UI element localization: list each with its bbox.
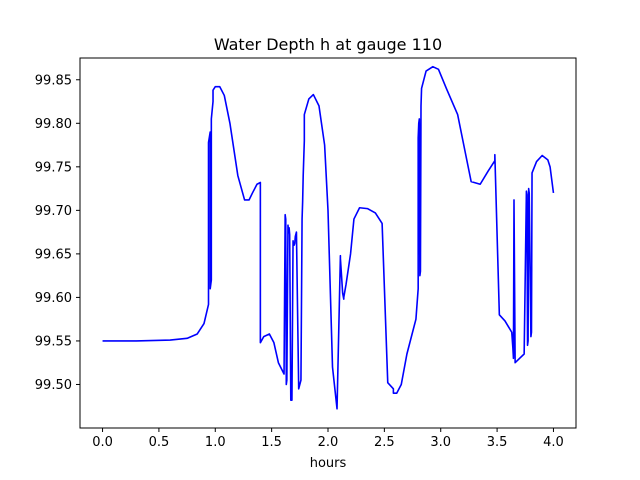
y-axis-ticks: 99.50 99.55 99.60 99.65 99.70 99.75 99.80 99.85 [35,73,80,393]
y-tick-label: 99.50 [35,378,72,393]
x-axis-label: hours [310,456,347,471]
x-tick-label: 1.5 [261,435,282,450]
x-tick-label: 0.0 [92,435,113,450]
x-tick-label: 1.0 [205,435,226,450]
y-tick-label: 99.75 [35,160,72,175]
x-tick-label: 3.5 [487,435,508,450]
series-line-water-depth [102,65,555,410]
y-tick-label: 99.70 [35,204,72,219]
x-tick-label: 2.0 [318,435,339,450]
chart-title: Water Depth h at gauge 110 [214,35,442,54]
x-tick-label: 3.0 [430,435,451,450]
x-tick-label: 0.5 [149,435,170,450]
plot-area [79,57,577,429]
y-tick-label: 99.55 [35,334,72,349]
x-axis-ticks: 0.0 0.5 1.0 1.5 2.0 2.5 3.0 3.5 4.0 [92,428,564,450]
x-tick-label: 2.5 [374,435,395,450]
axes-frame [79,57,577,429]
y-tick-label: 99.80 [35,117,72,132]
y-tick-label: 99.85 [35,73,72,88]
y-tick-label: 99.60 [35,291,72,306]
x-tick-label: 4.0 [543,435,564,450]
y-tick-label: 99.65 [35,247,72,262]
